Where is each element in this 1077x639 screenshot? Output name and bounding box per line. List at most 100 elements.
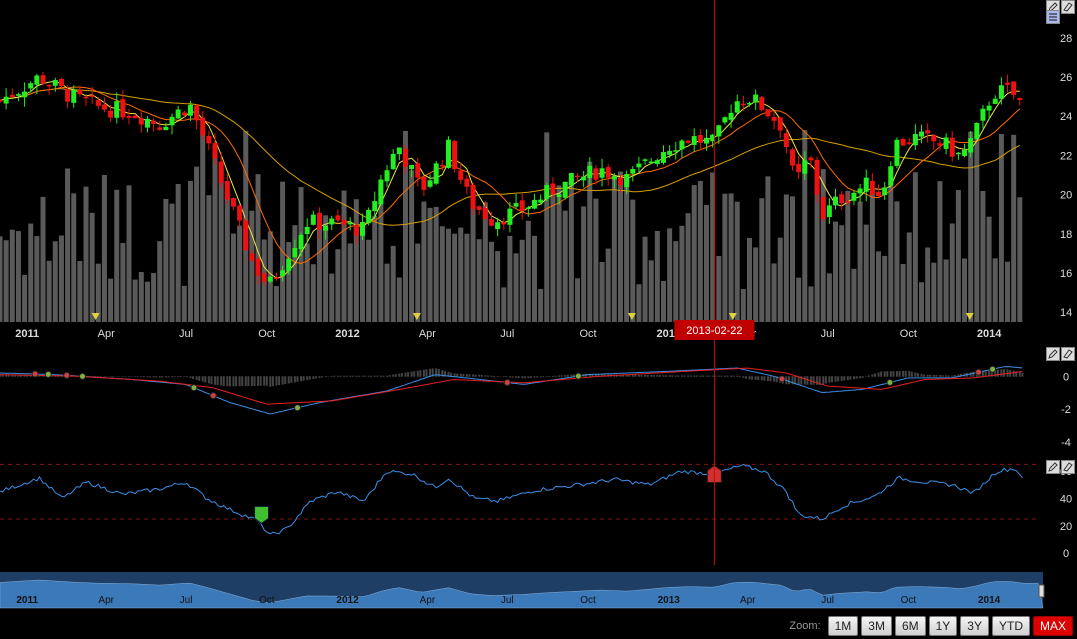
macd-histogram-bar xyxy=(640,374,643,377)
volume-bar xyxy=(421,201,427,322)
crossover-marker xyxy=(886,379,894,387)
volume-bar xyxy=(101,174,107,322)
candle-body xyxy=(353,225,359,236)
eraser-icon[interactable] xyxy=(1061,347,1075,361)
zoom-3y-button[interactable]: 3Y xyxy=(960,616,989,636)
macd-histogram-bar xyxy=(228,376,231,387)
macd-histogram-bar xyxy=(314,376,317,379)
volume-bar xyxy=(108,278,114,322)
macd-histogram-bar xyxy=(392,374,395,377)
candle-body xyxy=(734,101,740,113)
candle xyxy=(605,164,611,186)
volume-bar xyxy=(28,223,34,322)
candle-body xyxy=(243,220,249,251)
macd-histogram-bar xyxy=(349,375,352,377)
macd-histogram-bar xyxy=(889,371,892,377)
macd-histogram-bar xyxy=(800,376,803,385)
volume-bar xyxy=(433,206,439,322)
candle xyxy=(624,170,630,195)
macd-histogram-bar xyxy=(379,375,382,377)
macd-histogram-bar xyxy=(367,375,370,377)
macd-histogram-bar xyxy=(11,374,14,377)
macd-histogram-bar xyxy=(220,376,223,386)
zoom-3m-button[interactable]: 3M xyxy=(861,616,892,636)
navigator-panel[interactable]: 2011 Apr Jul Oct 2012 Apr Jul Oct 2013 Apr Jul Oct 2… xyxy=(0,572,1045,609)
candle xyxy=(46,84,52,95)
candle xyxy=(9,88,15,98)
rsi-panel[interactable]: 6040200 xyxy=(0,463,1072,560)
zoom-max-button[interactable]: MAX xyxy=(1032,616,1073,636)
macd-histogram-bar xyxy=(155,376,158,378)
macd-histogram-bar xyxy=(994,369,997,377)
candle-body xyxy=(384,170,390,182)
candle-body xyxy=(267,276,273,282)
pencil-icon[interactable] xyxy=(1046,347,1060,361)
zoom-6m-button[interactable]: 6M xyxy=(894,616,926,636)
navigator-handle[interactable] xyxy=(1038,584,1045,598)
volume-bar xyxy=(71,193,77,322)
macd-histogram-bar xyxy=(302,376,305,381)
volume-bar xyxy=(77,261,83,322)
macd-histogram-bar xyxy=(459,373,462,377)
zoom-1m-button[interactable]: 1M xyxy=(827,616,859,636)
macd-histogram-bar xyxy=(880,371,883,377)
candle-body xyxy=(998,85,1004,99)
eraser-icon[interactable] xyxy=(1061,0,1075,14)
macd-histogram-bar xyxy=(511,376,514,378)
volume-bar xyxy=(740,289,746,322)
volume-bars xyxy=(0,130,1023,322)
crosshair-date-box xyxy=(674,320,755,340)
candle xyxy=(206,131,212,151)
signal-triangle-icon xyxy=(412,313,421,320)
price-panel[interactable]: 14 16 18 20 22 24 26 28 xyxy=(0,33,1072,322)
macd-histogram-bar xyxy=(462,373,465,377)
macd-histogram-bar xyxy=(597,374,600,377)
rsi-y-tick-label: 0 xyxy=(1063,548,1069,560)
eraser-icon[interactable] xyxy=(1061,460,1075,474)
candle xyxy=(89,86,95,105)
macd-histogram-bar xyxy=(791,376,794,385)
candle xyxy=(175,105,181,120)
macd-histogram-bar xyxy=(124,376,127,377)
candle-body xyxy=(163,126,169,131)
candle-body xyxy=(476,206,482,210)
candle xyxy=(642,158,648,165)
macd-histogram-bar xyxy=(834,376,837,382)
macd-histogram-bar xyxy=(327,376,330,377)
macd-histogram-bar xyxy=(892,371,895,377)
navigator-tick-label: Apr xyxy=(420,595,436,606)
macd-histogram-bar xyxy=(846,376,849,381)
zoom-1y-button[interactable]: 1Y xyxy=(928,616,958,636)
candle-body xyxy=(3,96,9,104)
macd-panel[interactable]: 0 -2 -4 xyxy=(0,365,1071,449)
macd-histogram-bar xyxy=(822,376,825,385)
macd-y-tick-label: -2 xyxy=(1061,404,1071,416)
macd-histogram-bar xyxy=(693,375,696,377)
macd-y-tick-label: -4 xyxy=(1061,437,1071,449)
candle xyxy=(261,271,267,286)
price-x-axis: 2011AprJulOct2012AprJulOct2013AprJulOct2… xyxy=(0,322,1040,342)
macd-histogram-bar xyxy=(855,376,858,379)
pencil-icon[interactable] xyxy=(1046,460,1060,474)
zoom-ytd-button[interactable]: YTD xyxy=(991,616,1030,636)
volume-bar xyxy=(771,263,777,322)
macd-histogram-bar xyxy=(118,376,121,377)
list-icon[interactable] xyxy=(1046,10,1060,24)
volume-bar xyxy=(636,284,642,322)
candle-body xyxy=(955,152,961,155)
macd-histogram-bar xyxy=(499,376,502,377)
volume-bar xyxy=(826,273,832,322)
macd-histogram-bar xyxy=(1000,369,1003,377)
macd-histogram-bar xyxy=(429,368,432,377)
macd-histogram-bar xyxy=(533,376,536,378)
macd-histogram-bar xyxy=(364,375,367,377)
macd-histogram-bar xyxy=(662,375,665,377)
volume-bar xyxy=(611,175,617,322)
candle xyxy=(212,133,218,165)
volume-bar xyxy=(144,281,150,322)
macd-histogram-bar xyxy=(425,369,428,377)
crosshair-date-label: 2013-02-22 xyxy=(686,325,742,337)
macd-histogram-bar xyxy=(714,375,717,377)
candle xyxy=(857,183,863,203)
